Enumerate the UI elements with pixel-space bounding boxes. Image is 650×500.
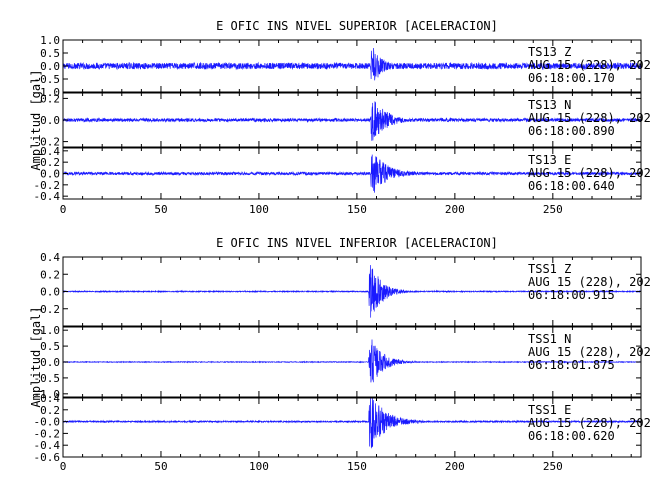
station-date: AUG 15 (228), 2024: [528, 111, 650, 125]
waveform-line: [63, 398, 641, 449]
y-tick-label: 0.5: [40, 340, 60, 353]
chart-nivel-superior: E OFIC INS NIVEL SUPERIOR [ACELERACION] …: [29, 19, 650, 216]
station-date: AUG 15 (228), 2024: [528, 275, 650, 289]
station-name: TSS1 Z: [528, 262, 571, 276]
x-tick-label: 150: [347, 460, 367, 473]
station-name: TSS1 E: [528, 403, 571, 417]
y-tick-label: 0.0: [40, 356, 60, 369]
y-tick-label: -0.2: [34, 136, 61, 149]
station-name: TS13 Z: [528, 45, 571, 59]
y-tick-label: 0.2: [40, 268, 60, 281]
y-tick-label: -1.0: [34, 388, 61, 401]
y-tick-label: 0.4: [40, 251, 60, 264]
y-axis-label-superior: Amplitud [gal]: [29, 69, 43, 170]
station-date: AUG 15 (228), 2024: [528, 345, 650, 359]
station-time: 06:18:00.620: [528, 429, 615, 443]
x-tick-label: 50: [154, 460, 167, 473]
y-tick-label: -0.4: [34, 439, 61, 452]
y-tick-label: 0.4: [40, 392, 60, 405]
y-tick-label: 0.5: [40, 47, 60, 60]
x-tick-label: 250: [543, 460, 563, 473]
y-tick-label: 1.0: [40, 34, 60, 47]
waveform-line: [63, 265, 641, 318]
x-tick-label: 200: [445, 203, 465, 216]
y-tick-label: 0.2: [40, 404, 60, 417]
y-tick-label: 0.0: [40, 114, 60, 127]
station-name: TS13 E: [528, 153, 571, 167]
station-time: 06:18:00.890: [528, 124, 615, 138]
y-tick-label: -0.0: [34, 416, 61, 429]
x-tick-label: 100: [249, 460, 269, 473]
chart-nivel-inferior: E OFIC INS NIVEL INFERIOR [ACELERACION] …: [29, 236, 650, 473]
x-tick-label: 50: [154, 203, 167, 216]
y-tick-label: -0.2: [34, 303, 61, 316]
x-tick-label: 0: [60, 203, 67, 216]
station-date: AUG 15 (228), 2024: [528, 416, 650, 430]
x-tick-label: 150: [347, 203, 367, 216]
chart-title-inferior: E OFIC INS NIVEL INFERIOR [ACELERACION]: [216, 236, 498, 250]
y-tick-label: -0.2: [34, 179, 61, 192]
y-axis-label-inferior: Amplitud [gal]: [29, 306, 43, 407]
panel-frame: [62, 397, 642, 458]
chart-title-superior: E OFIC INS NIVEL SUPERIOR [ACELERACION]: [216, 19, 498, 33]
x-tick-label: 100: [249, 203, 269, 216]
waveform-line: [63, 47, 641, 81]
y-tick-label: -0.2: [34, 427, 61, 440]
station-time: 06:18:01.875: [528, 358, 615, 372]
y-tick-label: 0.4: [40, 145, 60, 158]
station-time: 06:18:00.170: [528, 71, 615, 85]
y-tick-label: 0.2: [40, 92, 60, 105]
waveform-line: [63, 339, 641, 383]
y-tick-label: -0.4: [34, 190, 61, 203]
station-date: AUG 15 (228), 2024: [528, 58, 650, 72]
x-tick-label: 0: [60, 460, 67, 473]
station-name: TS13 N: [528, 98, 571, 112]
waveform-line: [63, 101, 641, 141]
station-time: 06:18:00.640: [528, 179, 615, 193]
station-name: TSS1 N: [528, 332, 571, 346]
station-date: AUG 15 (228), 2024: [528, 166, 650, 180]
y-tick-label: -0.5: [34, 73, 61, 86]
y-tick-label: 0.0: [40, 286, 60, 299]
waveform-line: [63, 154, 641, 193]
y-tick-label: 0.2: [40, 156, 60, 169]
y-tick-label: -1.0: [34, 86, 61, 99]
x-tick-label: 250: [543, 203, 563, 216]
station-time: 06:18:00.915: [528, 288, 615, 302]
y-tick-label: 0.0: [40, 60, 60, 73]
y-tick-label: 0.0: [40, 168, 60, 181]
y-tick-label: 1.0: [40, 324, 60, 337]
x-tick-label: 200: [445, 460, 465, 473]
y-tick-label: -0.5: [34, 372, 61, 385]
y-tick-label: -0.6: [34, 451, 61, 464]
